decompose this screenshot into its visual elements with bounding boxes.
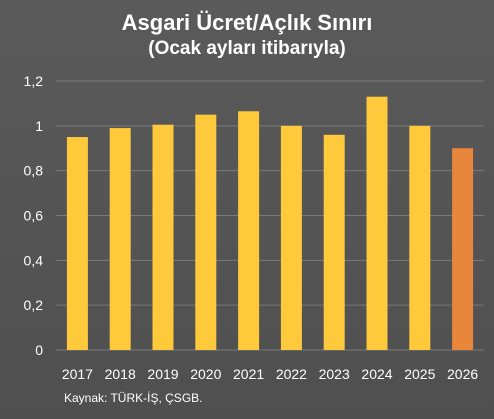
- bar-2026: [452, 148, 474, 350]
- bar-2022: [280, 125, 302, 350]
- y-tick-label: 0,2: [24, 297, 44, 313]
- x-tick-label: 2020: [190, 366, 221, 382]
- x-axis-ticks: 2017 2018 2019 2020 2021 2022 2023 2024 2025 2026: [62, 366, 479, 382]
- x-tick-label: 2017: [62, 366, 93, 382]
- x-tick-label: 2022: [276, 366, 307, 382]
- x-tick-label: 2018: [105, 366, 136, 382]
- bar-2017: [66, 137, 88, 350]
- bar-2024: [366, 96, 388, 350]
- bar-2020: [195, 114, 217, 350]
- x-tick-label: 2024: [361, 366, 392, 382]
- source-note: Kaynak: TÜRK-İŞ, ÇSGB.: [64, 391, 203, 405]
- y-tick-label: 0,8: [24, 163, 44, 179]
- y-tick-label: 0,6: [24, 208, 44, 224]
- bar-2018: [109, 128, 131, 350]
- x-tick-label: 2026: [447, 366, 478, 382]
- x-tick-label: 2019: [147, 366, 178, 382]
- x-tick-label: 2025: [404, 366, 435, 382]
- x-tick-label: 2023: [319, 366, 350, 382]
- bar-2023: [323, 134, 345, 350]
- y-tick-label: 0: [35, 342, 43, 358]
- y-tick-label: 1: [35, 118, 43, 134]
- bars: [66, 96, 474, 351]
- chart-title: Asgari Ücret/Açlık Sınırı: [121, 10, 373, 35]
- y-axis-ticks: 0 0,2 0,4 0,6 0,8 1 1,2: [24, 73, 44, 358]
- y-tick-label: 0,4: [24, 252, 44, 268]
- x-tick-label: 2021: [233, 366, 264, 382]
- bar-2019: [152, 124, 174, 351]
- y-tick-label: 1,2: [24, 73, 44, 89]
- bar-2025: [409, 125, 431, 350]
- bar-2021: [238, 111, 260, 350]
- chart-subtitle: (Ocak ayları itibarıyla): [148, 38, 346, 59]
